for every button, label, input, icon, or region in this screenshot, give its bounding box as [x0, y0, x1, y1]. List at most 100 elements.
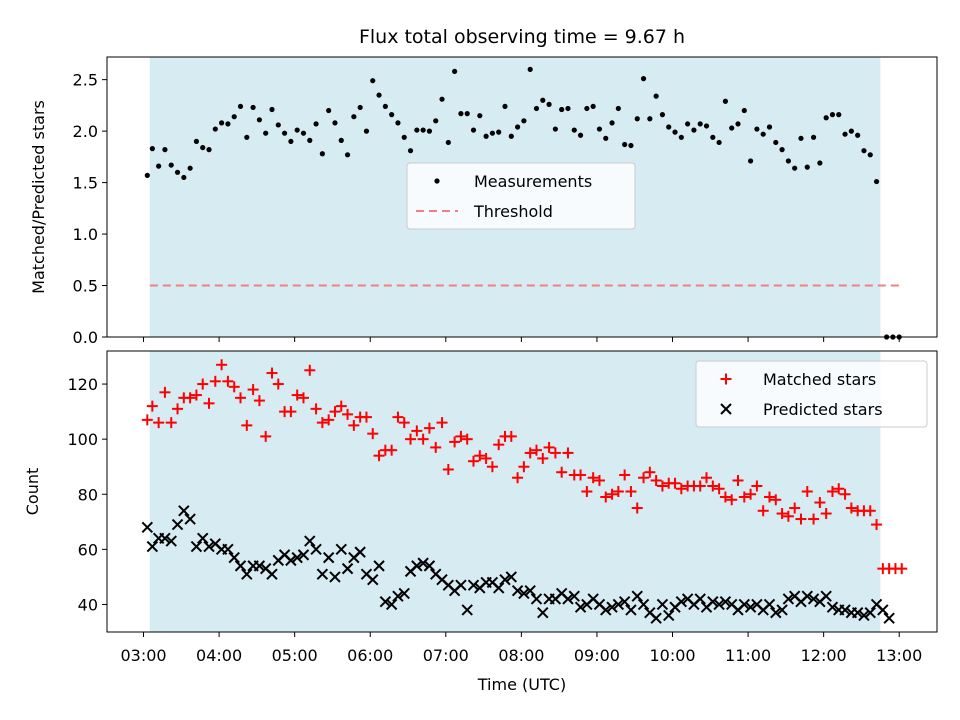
measurement-point [855, 132, 861, 138]
measurement-point [433, 118, 439, 124]
predicted-star-point [568, 590, 580, 602]
measurement-point [307, 137, 313, 143]
predicted-star-point [499, 573, 511, 586]
measurement-point [389, 112, 395, 118]
legend-marker-predicted-stars [720, 403, 732, 415]
predicted-star-point [385, 598, 398, 611]
measurement-point [168, 162, 174, 168]
predicted-star-point [518, 587, 530, 600]
measurement-point [798, 135, 804, 141]
x-tick-label: 10:00 [649, 646, 695, 665]
matched-star-point [253, 395, 265, 407]
predicted-star-point [310, 543, 322, 556]
measurement-point [502, 103, 508, 110]
matched-star-point [751, 480, 763, 492]
top-y-tick-label: 1.0 [73, 225, 98, 244]
measurement-point [231, 114, 237, 120]
matched-star-point [436, 417, 448, 429]
measurement-point [527, 66, 533, 72]
measurement-point [666, 124, 672, 130]
matched-star-point [814, 497, 826, 509]
predicted-star-point [184, 513, 196, 525]
predicted-star-point [392, 590, 404, 602]
measurement-point [622, 141, 628, 148]
measurement-point [496, 129, 502, 135]
measurement-point [275, 122, 281, 128]
bottom-y-tick-label: 120 [67, 375, 98, 394]
measurement-point [206, 147, 212, 153]
matched-star-point [619, 469, 631, 481]
measurement-point [735, 121, 741, 127]
matched-star-point [593, 474, 605, 486]
matched-star-point [247, 384, 259, 396]
predicted-star-point [241, 568, 253, 580]
matched-star-point [241, 419, 253, 431]
matched-star-point [373, 450, 385, 462]
predicted-star-point [285, 554, 297, 567]
matched-star-point [833, 483, 845, 495]
predicted-star-point [467, 579, 480, 591]
predicted-star-point [782, 593, 795, 605]
matched-star-point [587, 472, 599, 484]
predicted-star-point [801, 590, 813, 602]
measurement-point [439, 96, 445, 102]
matched-star-point [789, 502, 801, 514]
top-y-axis-label: Matched/Predicted stars [29, 100, 48, 294]
matched-star-point [222, 375, 234, 387]
predicted-star-point [171, 518, 184, 531]
measurement-point [376, 92, 382, 98]
measurement-point [256, 117, 262, 123]
matched-star-point [474, 450, 486, 462]
predicted-star-point [373, 560, 385, 572]
matched-star-point [172, 403, 184, 415]
measurement-point [521, 118, 527, 124]
measurement-point [716, 139, 722, 146]
measurement-point [609, 120, 615, 126]
predicted-star-point [663, 609, 675, 622]
bottom-axes-frame [106, 350, 938, 633]
matched-star-point [159, 386, 171, 398]
predicted-star-point [763, 598, 776, 611]
predicted-star-point [222, 543, 234, 556]
matched-star-point [197, 378, 209, 390]
measurement-point [263, 130, 269, 136]
matched-star-point [625, 486, 637, 497]
matched-star-point [795, 513, 807, 525]
measurement-point [181, 174, 187, 181]
matched-star-point [480, 452, 492, 464]
matched-star-point [304, 364, 316, 376]
matched-star-point [763, 491, 775, 503]
predicted-star-point [398, 587, 410, 600]
matched-star-point [493, 439, 505, 451]
matched-star-point [644, 466, 656, 478]
measurement-point [281, 130, 288, 136]
measurement-point [552, 126, 558, 132]
predicted-star-point [335, 543, 347, 556]
measurement-point [370, 78, 376, 84]
measurement-point [514, 124, 521, 130]
predicted-star-point [159, 532, 171, 545]
measurement-point [628, 142, 634, 149]
predicted-star-point [505, 571, 518, 583]
matched-star-point [656, 480, 668, 492]
matched-star-point [707, 480, 719, 492]
measurement-point [823, 115, 829, 121]
matched-star-point [209, 375, 221, 387]
matched-star-point [141, 414, 153, 426]
measurement-point [647, 116, 653, 122]
matched-star-point [411, 425, 423, 437]
bottom-legend: Matched stars Predicted stars [695, 360, 928, 428]
predicted-star-point [656, 598, 669, 611]
predicted-star-point [291, 551, 303, 564]
measurement-point [540, 97, 546, 103]
measurement-point [401, 134, 407, 140]
predicted-star-point [423, 560, 436, 572]
legend-label-threshold: Threshold [473, 202, 553, 221]
measurement-point [672, 129, 678, 135]
predicted-star-point [877, 604, 889, 616]
matched-star-point [486, 461, 498, 473]
matched-star-point [367, 428, 379, 440]
legend-cross [720, 403, 732, 415]
measurement-point [634, 116, 640, 122]
predicted-star-point [146, 540, 159, 553]
